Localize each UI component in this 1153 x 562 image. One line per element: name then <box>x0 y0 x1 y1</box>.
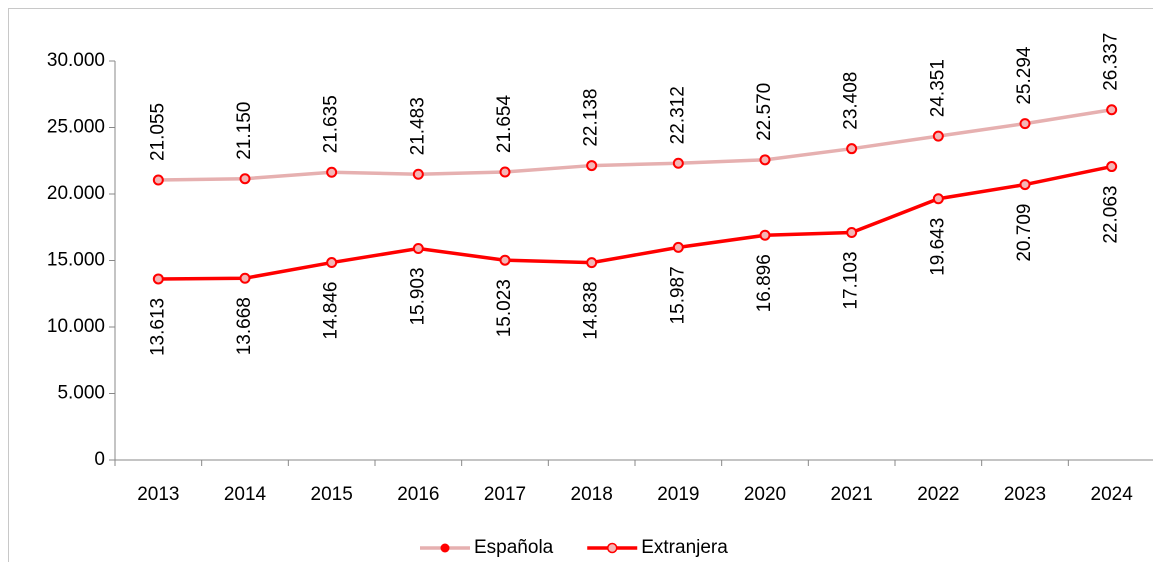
x-tick-label: 2013 <box>137 484 179 505</box>
point <box>326 166 338 178</box>
data-label: 20.709 <box>1014 204 1035 262</box>
point <box>499 166 511 178</box>
legend-marker <box>606 542 618 554</box>
y-tick-label: 15.000 <box>47 250 105 271</box>
point <box>1106 161 1118 173</box>
y-tick-label: 10.000 <box>47 316 105 337</box>
point <box>759 154 771 166</box>
x-tick-label: 2019 <box>657 484 699 505</box>
data-label: 21.654 <box>494 95 515 154</box>
point <box>152 174 164 186</box>
y-tick-label: 20.000 <box>47 183 105 204</box>
data-label: 15.023 <box>494 279 515 337</box>
point <box>846 143 858 155</box>
x-tick-label: 2017 <box>484 484 526 505</box>
data-label: 16.896 <box>754 254 775 312</box>
data-label: 15.903 <box>407 267 428 325</box>
chart-frame <box>8 8 1153 562</box>
data-label: 14.846 <box>321 281 342 339</box>
point <box>499 254 511 266</box>
data-label: 25.294 <box>1014 46 1035 105</box>
data-label: 21.055 <box>147 103 168 161</box>
x-tick-label: 2016 <box>397 484 439 505</box>
data-label: 22.312 <box>667 86 688 144</box>
x-tick-label: 2014 <box>224 484 267 505</box>
data-label: 22.138 <box>581 89 602 147</box>
x-tick-label: 2022 <box>917 484 959 505</box>
series-line <box>158 107 1112 182</box>
data-label: 22.570 <box>754 83 775 141</box>
point <box>932 193 944 205</box>
point <box>1019 118 1031 130</box>
data-label: 26.337 <box>1101 33 1122 91</box>
y-tick-label: 25.000 <box>47 117 105 138</box>
point <box>239 173 251 185</box>
point <box>586 257 598 269</box>
y-tick-label: 5.000 <box>57 383 105 404</box>
x-tick-label: 2020 <box>744 484 786 505</box>
y-tick-label: 0 <box>94 449 105 470</box>
point <box>412 168 424 180</box>
x-tick-label: 2015 <box>311 484 353 505</box>
point <box>412 242 424 254</box>
point <box>672 241 684 253</box>
data-label: 13.613 <box>147 298 168 356</box>
point <box>326 257 338 269</box>
y-tick-label: 30.000 <box>47 50 105 71</box>
data-label: 17.103 <box>841 251 862 309</box>
x-tick-label: 2024 <box>1091 484 1134 505</box>
x-tick-label: 2018 <box>571 484 613 505</box>
data-label: 23.408 <box>841 72 862 130</box>
point <box>1019 179 1031 191</box>
data-label: 14.838 <box>581 282 602 340</box>
point <box>152 273 164 285</box>
point <box>1106 104 1118 116</box>
legend-label: Española <box>474 537 554 558</box>
data-label: 13.668 <box>234 297 255 355</box>
point <box>586 160 598 172</box>
point <box>846 227 858 239</box>
data-label: 24.351 <box>927 59 948 117</box>
point <box>672 157 684 169</box>
legend-label: Extranjera <box>641 537 728 558</box>
data-label: 22.063 <box>1101 185 1122 243</box>
legend-marker <box>440 543 450 553</box>
data-label: 19.643 <box>927 218 948 276</box>
data-label: 21.483 <box>407 97 428 155</box>
data-label: 21.635 <box>321 95 342 153</box>
data-label: 15.987 <box>667 266 688 324</box>
data-label: 21.150 <box>234 102 255 160</box>
point <box>932 130 944 142</box>
series-line <box>158 164 1113 281</box>
x-tick-label: 2023 <box>1004 484 1046 505</box>
point <box>759 229 771 241</box>
point <box>239 272 251 284</box>
x-tick-label: 2021 <box>831 484 873 505</box>
